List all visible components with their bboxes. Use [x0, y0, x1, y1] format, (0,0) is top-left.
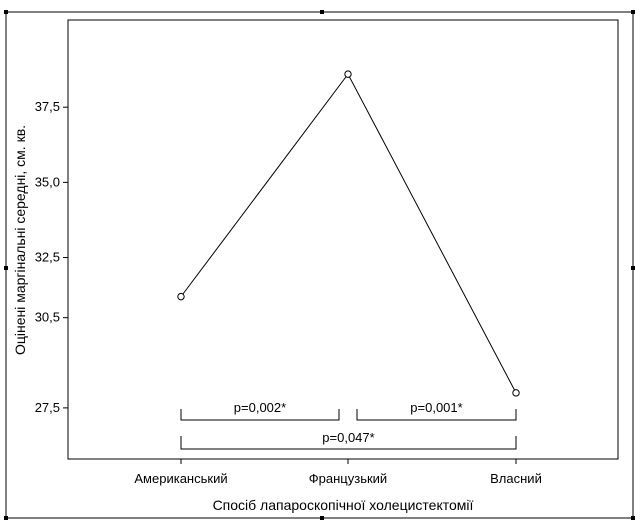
x-axis-title: Спосіб лапароскопічної холецистектомії [213, 497, 474, 513]
significance-bracket [180, 409, 340, 421]
x-axis: Американський Французький Власний [134, 459, 542, 486]
series-layer [177, 70, 520, 397]
data-point-marker [512, 389, 520, 397]
significance-bracket [180, 436, 517, 450]
x-tick-label: Власний [490, 471, 542, 486]
y-tick-label: 30,5 [35, 310, 60, 325]
figure-frame [5, 11, 634, 519]
y-axis: 27,5 30,5 32,5 37,5 35,0 [35, 99, 68, 415]
series-line [180, 73, 517, 394]
significance-brackets: p=0,002* p=0,001* p=0,047* [180, 400, 517, 450]
y-tick-label: 37,5 [35, 99, 60, 114]
data-point-marker [177, 292, 185, 301]
x-tick-label: Американський [134, 471, 227, 486]
y-tick-label: 35,0 [35, 174, 60, 189]
significance-bracket [356, 409, 517, 421]
data-point-marker [344, 70, 352, 78]
p-value-label: p=0,001* [410, 400, 462, 415]
y-tick-label: 32,5 [35, 250, 60, 265]
y-axis-title: Оцінені маргінальні середні, см. кв. [12, 125, 28, 355]
y-tick-label: 27,5 [35, 400, 60, 415]
p-value-label: p=0,002* [234, 400, 286, 415]
plot-area-frame [67, 19, 619, 460]
frame-handles [4, 10, 635, 520]
x-tick-label: Французький [309, 471, 387, 486]
p-value-label: p=0,047* [322, 430, 374, 445]
